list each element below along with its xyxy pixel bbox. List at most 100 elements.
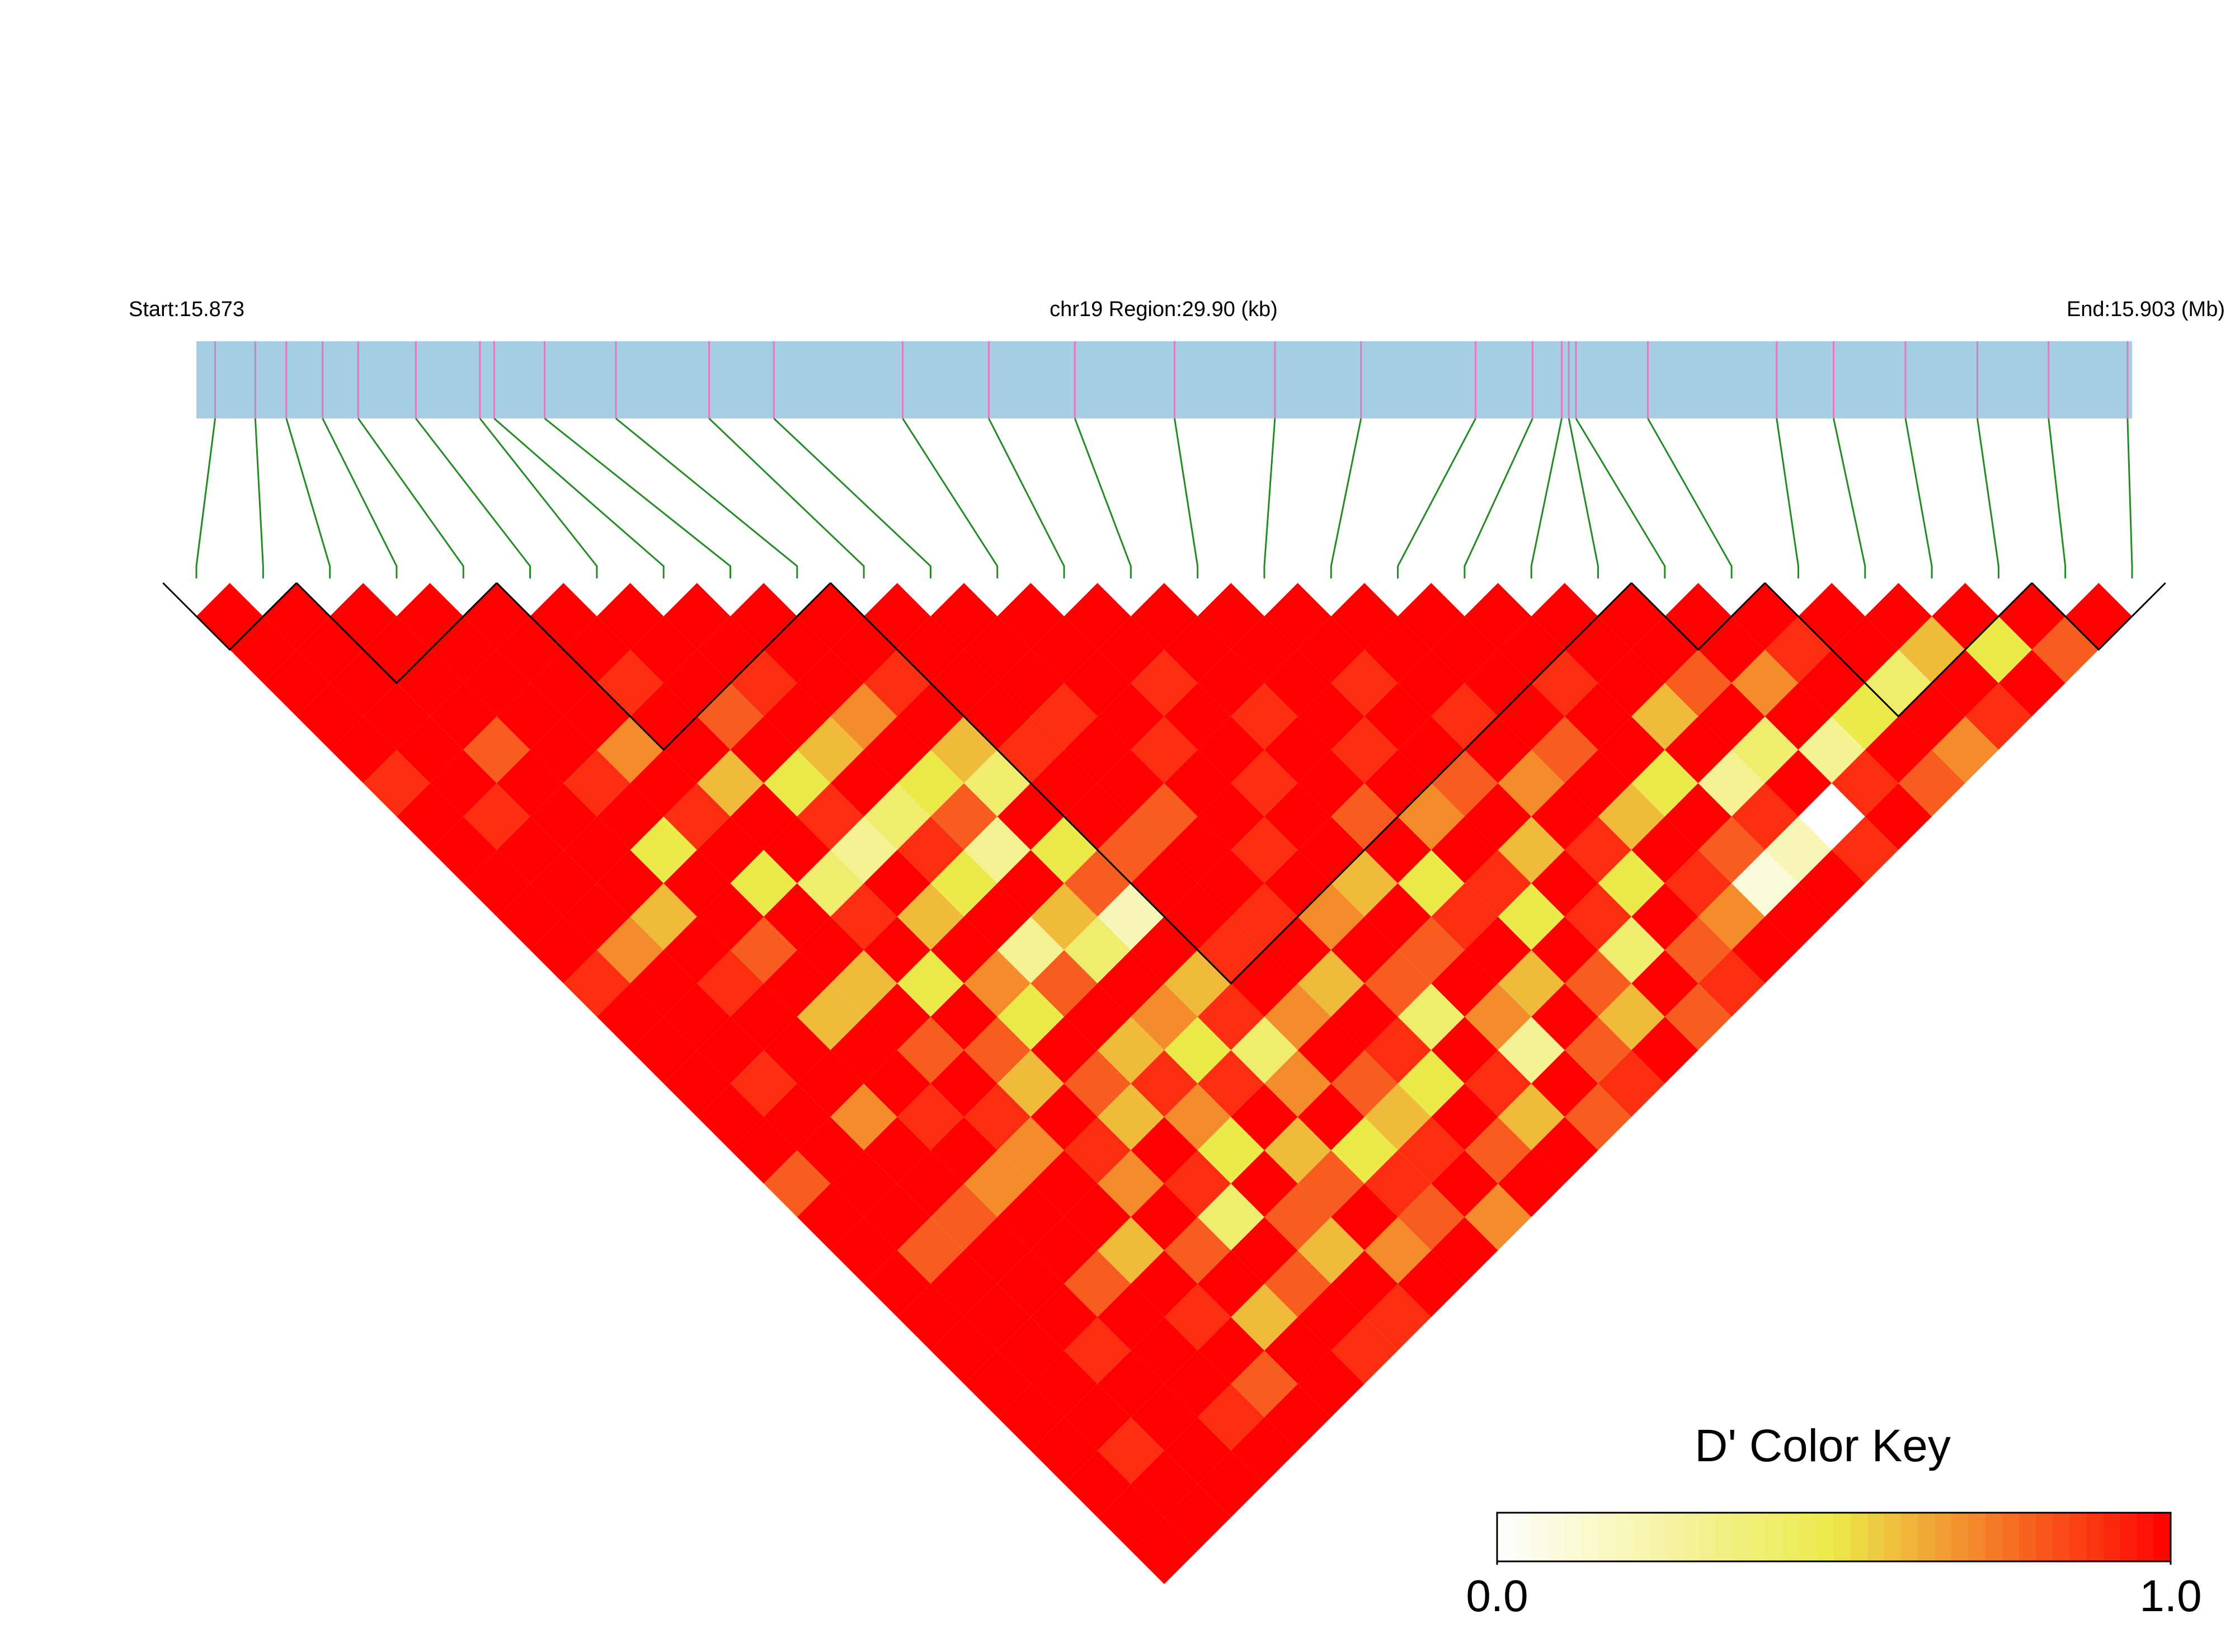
ld-cell bbox=[1731, 916, 1799, 983]
ld-cell bbox=[1731, 783, 1799, 850]
ld-cell bbox=[764, 750, 831, 817]
ld-cell bbox=[1264, 716, 1331, 783]
ld-cell bbox=[1164, 1217, 1231, 1284]
snp-connector bbox=[1464, 418, 1533, 578]
color-key-cell bbox=[2120, 1513, 2138, 1561]
ld-cell bbox=[630, 750, 697, 817]
ld-cell bbox=[1164, 1016, 1231, 1084]
ld-cell bbox=[296, 683, 364, 750]
snp-connector bbox=[195, 418, 217, 578]
ld-cell bbox=[1297, 1083, 1364, 1151]
ld-cell bbox=[1832, 750, 1899, 817]
ld-cell bbox=[897, 950, 964, 1017]
ld-cell bbox=[1131, 716, 1198, 783]
ld-block bbox=[1764, 582, 2033, 718]
ld-cell bbox=[1164, 1283, 1231, 1351]
ld-cell bbox=[1765, 750, 1832, 817]
ld-cell bbox=[1765, 683, 1832, 750]
color-key-cell bbox=[1699, 1513, 1716, 1561]
ld-cell bbox=[463, 783, 530, 850]
color-key-cell bbox=[1783, 1513, 1801, 1561]
ld-cell bbox=[764, 1150, 831, 1217]
ld-cell bbox=[1564, 1083, 1632, 1151]
ld-cell bbox=[496, 883, 564, 950]
ld-cell bbox=[930, 850, 997, 917]
color-key-cell bbox=[2053, 1513, 2070, 1561]
color-key-cell bbox=[2153, 1513, 2171, 1561]
color-key-cell bbox=[2086, 1513, 2104, 1561]
snp-connector bbox=[544, 417, 731, 578]
ld-cell bbox=[1731, 716, 1799, 783]
ld-cell bbox=[1564, 883, 1632, 950]
ld-cell bbox=[1264, 783, 1331, 850]
ld-cell bbox=[1364, 883, 1432, 950]
ld-cell bbox=[997, 1383, 1065, 1451]
ld-cell bbox=[596, 850, 664, 917]
ld-cell bbox=[830, 950, 897, 1017]
ld-block bbox=[496, 582, 831, 751]
ld-cell bbox=[1164, 1350, 1231, 1418]
color-key-title: D' Color Key bbox=[1695, 1420, 1951, 1471]
ld-cell bbox=[1531, 983, 1598, 1051]
ld-cell bbox=[463, 716, 530, 783]
ld-cell bbox=[1331, 1050, 1398, 1117]
ld-block bbox=[2031, 582, 2166, 651]
ld-cell bbox=[1464, 1050, 1532, 1117]
ld-cell bbox=[496, 816, 564, 883]
color-key-cell bbox=[1598, 1513, 1616, 1561]
snp-connector bbox=[285, 418, 331, 578]
ld-cell bbox=[1865, 783, 1932, 850]
color-key-cell bbox=[2069, 1513, 2087, 1561]
ld-cell bbox=[664, 983, 731, 1051]
ld-cell bbox=[1598, 916, 1665, 983]
snp-connector bbox=[1330, 418, 1362, 578]
ld-cell bbox=[764, 1016, 831, 1084]
ld-cell bbox=[1064, 649, 1131, 717]
snp-connector bbox=[1833, 418, 1866, 578]
ld-cell bbox=[1331, 649, 1398, 717]
ld-cell bbox=[930, 1117, 997, 1184]
ld-cell bbox=[1531, 783, 1598, 850]
ld-cell bbox=[1131, 783, 1198, 850]
snp-connector bbox=[493, 417, 665, 578]
ld-cell bbox=[997, 1317, 1065, 1384]
ld-cell bbox=[1598, 783, 1665, 850]
ld-cell bbox=[1664, 916, 1732, 983]
ld-cell bbox=[730, 783, 797, 850]
ld-cell bbox=[664, 583, 731, 650]
ld-cell bbox=[1164, 683, 1231, 750]
color-key-cell bbox=[1716, 1513, 1733, 1561]
color-key-cell bbox=[2103, 1513, 2121, 1561]
ld-cell bbox=[1631, 883, 1698, 950]
ld-cell bbox=[1331, 1250, 1398, 1317]
color-key-cell bbox=[1581, 1513, 1599, 1561]
ld-cell bbox=[1231, 1350, 1298, 1418]
ld-cell bbox=[1231, 683, 1298, 750]
ld-cell bbox=[1531, 916, 1598, 983]
ld-cell bbox=[1731, 649, 1799, 717]
ld-cell bbox=[1097, 683, 1164, 750]
ld-cell bbox=[997, 1050, 1065, 1117]
color-key-cell bbox=[2137, 1513, 2154, 1561]
ld-cells bbox=[196, 583, 2132, 1584]
ld-cell bbox=[864, 1050, 931, 1117]
ld-cell bbox=[1364, 1083, 1432, 1151]
ld-cell bbox=[1064, 583, 1131, 650]
ld-cell bbox=[1498, 950, 1565, 1017]
ld-cell bbox=[664, 850, 731, 917]
color-key-frame bbox=[1496, 1512, 2172, 1562]
snp-connector bbox=[773, 417, 931, 578]
ld-cell bbox=[1231, 1417, 1298, 1484]
ld-cell bbox=[664, 916, 731, 983]
ld-cell bbox=[1331, 983, 1398, 1051]
ld-cell bbox=[1164, 1083, 1231, 1151]
ld-cell bbox=[830, 883, 897, 950]
ld-cell bbox=[864, 850, 931, 917]
ld-cell bbox=[1398, 1183, 1465, 1251]
color-key-cell bbox=[1766, 1513, 1784, 1561]
ld-cell bbox=[1631, 683, 1698, 750]
color-key-cell bbox=[1901, 1513, 1919, 1561]
ld-cell bbox=[964, 883, 1031, 950]
ld-cell bbox=[1631, 816, 1698, 883]
ld-cell bbox=[1398, 983, 1465, 1051]
